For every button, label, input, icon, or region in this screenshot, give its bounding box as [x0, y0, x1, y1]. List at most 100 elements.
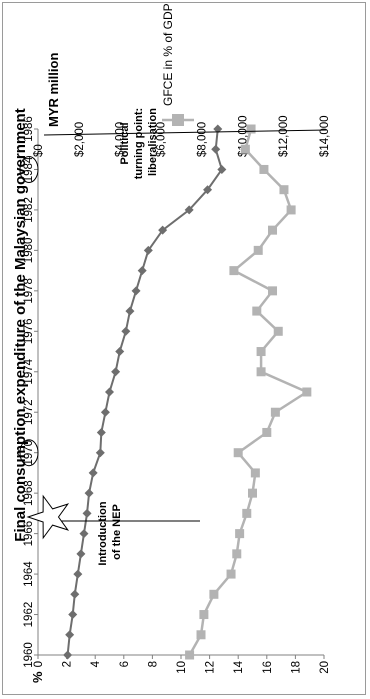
- gfce-pct-point: [229, 266, 239, 276]
- gfce-myr-points: [63, 124, 227, 660]
- gfce-myr-point: [88, 468, 98, 478]
- gfce-pct-point: [248, 488, 257, 498]
- gfce-pct-point: [209, 589, 219, 599]
- left-tick-label: 2: [62, 661, 74, 667]
- gfce-pct-point: [268, 286, 278, 296]
- left-tick-label: 18: [290, 661, 302, 674]
- gfce-myr-line: [66, 128, 223, 656]
- gfce-myr-point: [63, 650, 73, 660]
- nep-annotation-line-1: Introduction: [97, 501, 109, 565]
- star-icon: [26, 494, 70, 540]
- x-tick-label: 1960: [23, 642, 35, 668]
- gfce-myr-point: [158, 225, 168, 235]
- gfce-pct-point: [286, 205, 296, 215]
- gfce-myr-point: [213, 124, 223, 134]
- x-tick-label: 1962: [23, 602, 35, 628]
- gfce-pct-point: [242, 508, 252, 518]
- right-tick-label: $2,000: [74, 122, 86, 157]
- gfce-pct-point: [256, 367, 266, 377]
- gfce-myr-point: [79, 529, 89, 539]
- gfce-myr-point: [137, 266, 147, 276]
- year-1970-circle: [19, 439, 39, 467]
- gfce-pct-point: [252, 306, 262, 316]
- gfce-myr-point: [84, 488, 94, 498]
- gfce-myr-point: [121, 326, 131, 336]
- chart-frame: [2, 2, 366, 695]
- x-tick-label: 1968: [23, 480, 35, 506]
- gfce-pct-point: [232, 549, 242, 559]
- gfce-pct-points: [185, 124, 312, 660]
- gfce-pct-point: [199, 610, 209, 620]
- left-tick-label: 4: [90, 660, 102, 667]
- x-tick-label: 1980: [23, 238, 35, 264]
- gfce-pct-point: [279, 185, 289, 195]
- x-tick-label: 1964: [23, 561, 35, 587]
- left-tick-label: 20: [319, 661, 331, 674]
- x-tick-label: 1982: [23, 197, 35, 223]
- gfce-myr-point: [73, 569, 83, 579]
- gfce-myr-point: [68, 610, 78, 620]
- gfce-pct-point: [246, 124, 256, 134]
- gfce-myr-point: [95, 448, 105, 458]
- gfce-pct-point: [240, 144, 250, 154]
- gfce-myr-point: [111, 367, 121, 377]
- right-tick-label: $6,000: [156, 122, 168, 157]
- gfce-pct-point: [268, 225, 278, 235]
- left-tick-label: 10: [176, 661, 188, 674]
- x-tick-label: 1974: [23, 358, 35, 384]
- gfce-myr-point: [76, 549, 86, 559]
- x-tick-label: 1986: [23, 116, 35, 142]
- legend-label: GFCE in % of GDP: [161, 3, 175, 106]
- gfce-pct-point: [196, 630, 206, 640]
- x-tick-label: 1976: [23, 319, 35, 345]
- left-tick-label: 12: [205, 661, 217, 674]
- gfce-pct-point: [235, 529, 245, 539]
- x-axis-ticks: 1960 1962 1964 1966 1968 1970 1972 1974 1976 1978…: [23, 116, 38, 668]
- gfce-myr-point: [105, 387, 114, 397]
- year-1984-circle: [19, 155, 39, 183]
- liberalisation-annotation: Political turning point: liberalisation: [119, 105, 159, 180]
- gfce-pct-point: [262, 427, 272, 437]
- legend-marker-square: [172, 114, 184, 126]
- right-tick-label: $8,000: [196, 122, 208, 157]
- gfce-pct-point: [250, 468, 260, 478]
- liberalisation-annotation-line-3: liberalisation: [147, 108, 159, 176]
- gfce-pct-point: [233, 448, 243, 458]
- gfce-myr-point: [100, 407, 110, 417]
- gfce-pct-point: [302, 387, 312, 397]
- right-tick-label: $12,000: [278, 115, 290, 157]
- gfce-pct-point: [270, 407, 280, 417]
- gfce-pct-point: [259, 164, 269, 174]
- liberalisation-event-line: [43, 129, 328, 136]
- gfce-myr-point: [143, 245, 153, 255]
- gfce-myr-point: [125, 306, 135, 316]
- right-tick-label: $4,000: [115, 122, 127, 157]
- left-tick-label: 8: [147, 661, 159, 667]
- nep-annotation: Introduction of the NEP: [97, 498, 123, 565]
- gfce-pct-point: [185, 650, 195, 660]
- right-axis-ticks: $0 $2,000 $4,000 $6,000 $8,000 $10,000 $12,000…: [33, 115, 331, 157]
- gfce-myr-point: [217, 164, 227, 174]
- left-tick-label: 14: [233, 660, 245, 673]
- x-tick-label: 1970: [23, 440, 35, 466]
- x-tick-label: 1972: [23, 399, 35, 425]
- chart-title: Final consumption expenditure of the Mal…: [12, 108, 29, 541]
- right-tick-label: $14,000: [319, 115, 331, 157]
- gfce-myr-point: [115, 347, 125, 357]
- left-axis-unit: %: [30, 671, 45, 683]
- liberalisation-annotation-line-1: Political: [119, 122, 131, 164]
- left-tick-label: 16: [262, 661, 274, 674]
- left-tick-label: 6: [119, 661, 131, 667]
- gfce-pct-point: [273, 326, 283, 336]
- gfce-myr-point: [96, 427, 106, 437]
- gfce-myr-point: [203, 185, 213, 195]
- gfce-myr-point: [65, 630, 75, 640]
- x-tick-label: 1984: [23, 156, 35, 182]
- x-tick-label: 1966: [23, 521, 35, 547]
- gfce-myr-point: [184, 205, 194, 215]
- right-axis-unit: MYR million: [46, 53, 61, 127]
- gfce-myr-point: [211, 144, 221, 154]
- gfce-myr-point: [131, 286, 141, 296]
- right-tick-label: $0: [33, 144, 45, 157]
